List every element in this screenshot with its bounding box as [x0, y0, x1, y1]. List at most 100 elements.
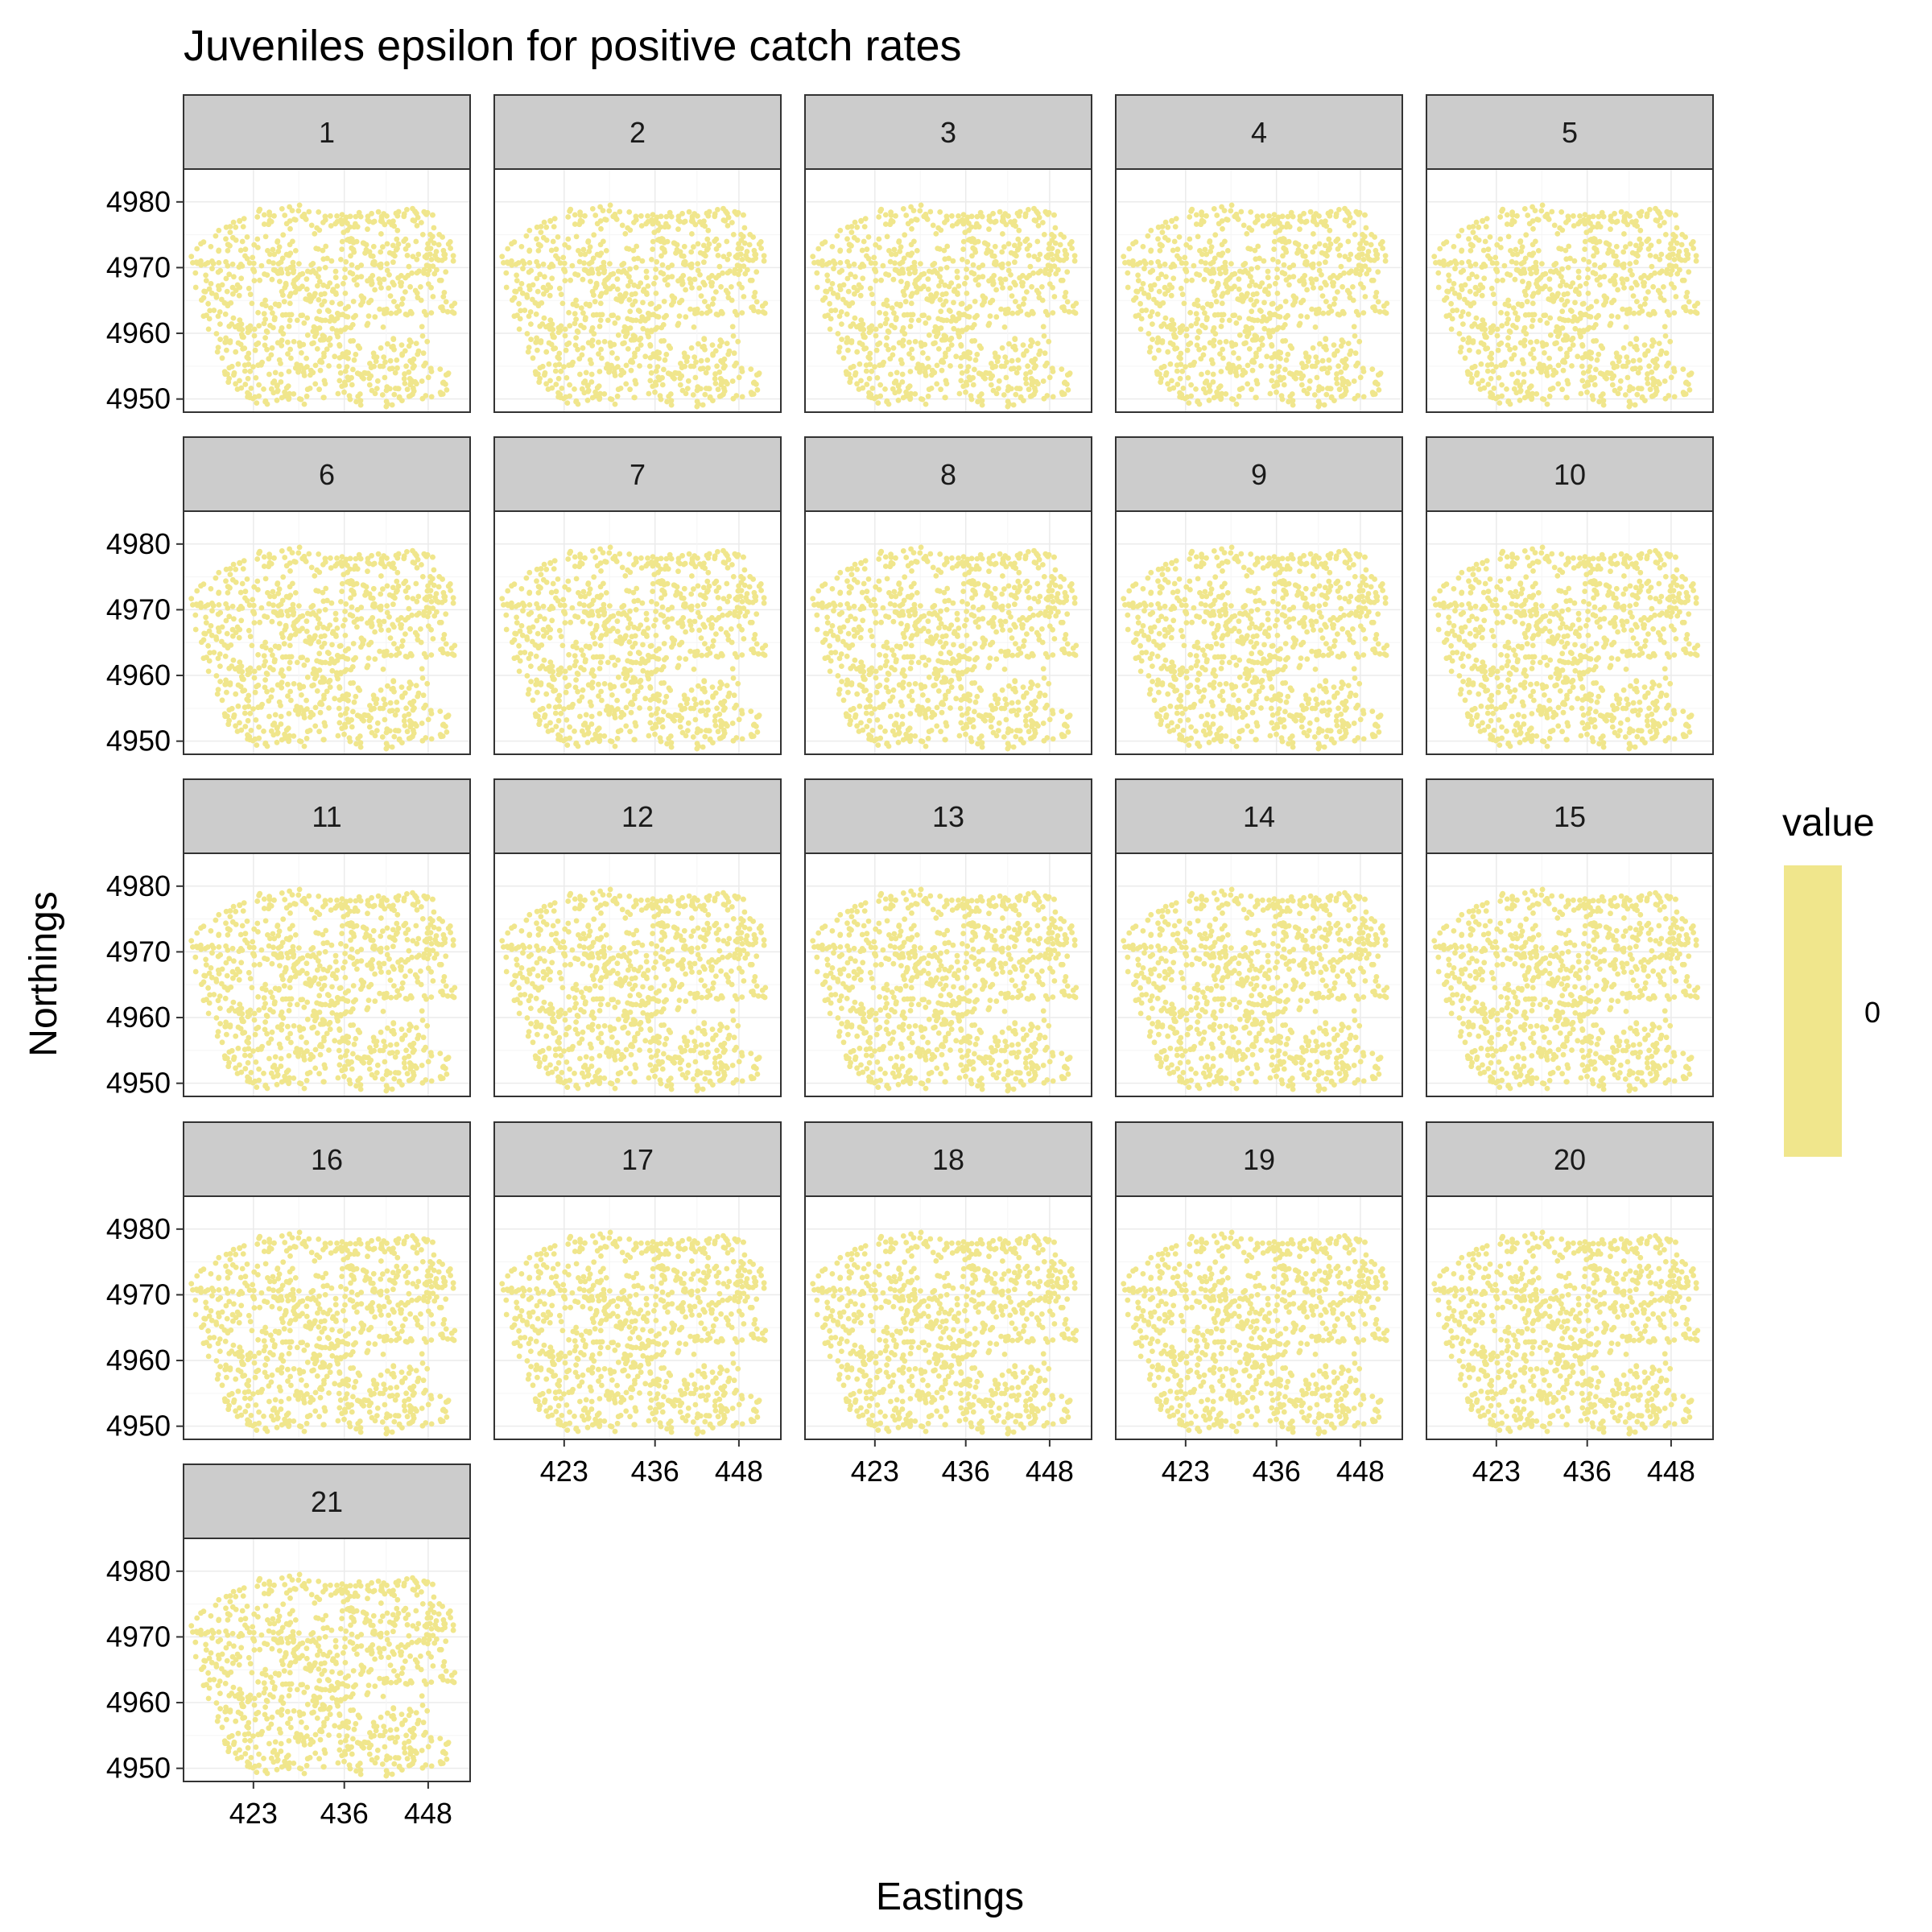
data-point [209, 266, 215, 272]
data-point [270, 246, 276, 253]
data-point [312, 270, 319, 276]
data-point [339, 246, 345, 252]
data-point [724, 341, 730, 346]
data-point [1585, 275, 1591, 281]
data-point [1231, 350, 1236, 356]
data-point [1470, 229, 1476, 235]
data-point [1341, 360, 1348, 365]
data-point [572, 212, 578, 218]
data-point [394, 357, 400, 363]
data-point [918, 261, 923, 266]
data-point [270, 310, 275, 316]
data-point [1034, 287, 1040, 294]
data-point [1316, 261, 1323, 266]
data-point [390, 242, 396, 249]
data-point [898, 244, 904, 250]
data-point [1303, 218, 1310, 225]
data-point [749, 277, 755, 283]
data-point [339, 238, 345, 245]
data-point [1327, 303, 1333, 310]
data-point [262, 297, 268, 303]
data-point [1018, 394, 1024, 401]
data-point [1238, 208, 1245, 215]
data-point [336, 342, 342, 348]
data-point [1456, 331, 1463, 336]
data-point [353, 351, 359, 357]
data-point [1068, 239, 1075, 245]
data-point [1217, 351, 1223, 357]
data-point [974, 351, 980, 357]
data-point [1236, 268, 1243, 275]
data-point [1473, 219, 1480, 225]
data-point [1484, 362, 1491, 368]
panel-border [493, 168, 782, 413]
data-point [1009, 310, 1016, 316]
data-point [380, 363, 386, 369]
data-point [349, 724, 355, 730]
data-point [266, 371, 272, 378]
data-point [292, 248, 299, 254]
data-point [1455, 233, 1462, 239]
data-point [256, 724, 262, 730]
data-point [1544, 211, 1550, 217]
data-point [653, 275, 658, 281]
data-point [1484, 368, 1491, 374]
data-point [877, 310, 882, 316]
data-point [695, 241, 701, 247]
data-point [562, 332, 568, 339]
data-point [1198, 356, 1204, 362]
data-point [1236, 355, 1241, 361]
data-point [419, 232, 426, 237]
data-point [277, 279, 283, 284]
data-point [579, 386, 585, 392]
data-point [1634, 282, 1640, 288]
data-point [514, 278, 520, 283]
data-point [1228, 261, 1234, 266]
data-point [206, 286, 213, 292]
data-point [678, 275, 684, 282]
data-point [1565, 265, 1571, 270]
data-point [1259, 342, 1265, 348]
data-point [256, 382, 262, 388]
data-point [1236, 315, 1243, 321]
data-point [428, 394, 435, 400]
data-point [829, 244, 836, 250]
data-point [1609, 375, 1616, 382]
data-point [1517, 387, 1524, 394]
data-point [1297, 226, 1302, 233]
data-point [1211, 394, 1217, 401]
data-point [1597, 224, 1604, 230]
data-point [640, 288, 646, 294]
data-point [633, 265, 639, 270]
data-point [1016, 227, 1022, 233]
data-point [401, 718, 407, 724]
data-point [1161, 363, 1167, 369]
data-point [394, 236, 400, 242]
data-point [671, 240, 677, 246]
data-point [1340, 339, 1346, 345]
data-point [956, 213, 961, 219]
data-point [1248, 297, 1254, 303]
data-point [888, 371, 894, 378]
data-point [832, 308, 839, 313]
data-point [1280, 236, 1286, 242]
data-point [814, 284, 820, 291]
data-point [1433, 260, 1439, 266]
data-point [1369, 366, 1376, 372]
data-point [1135, 278, 1141, 283]
data-point [287, 390, 292, 397]
data-point [1525, 213, 1531, 218]
data-point [343, 313, 349, 320]
data-point [854, 237, 861, 243]
data-point [1244, 231, 1250, 237]
data-point [1137, 326, 1144, 332]
data-point [696, 341, 701, 347]
data-point [394, 569, 401, 576]
data-point [1528, 383, 1534, 389]
data-point [294, 317, 300, 324]
data-point [857, 340, 863, 346]
data-point [829, 281, 836, 287]
data-point [1528, 339, 1534, 345]
data-point [751, 308, 757, 314]
data-point [337, 312, 343, 318]
